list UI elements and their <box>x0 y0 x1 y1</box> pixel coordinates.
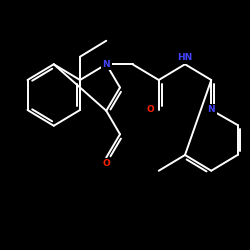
Text: O: O <box>146 106 154 114</box>
Text: N: N <box>208 106 215 114</box>
Text: O: O <box>102 159 110 168</box>
Text: N: N <box>102 60 110 69</box>
Text: HN: HN <box>178 54 192 62</box>
